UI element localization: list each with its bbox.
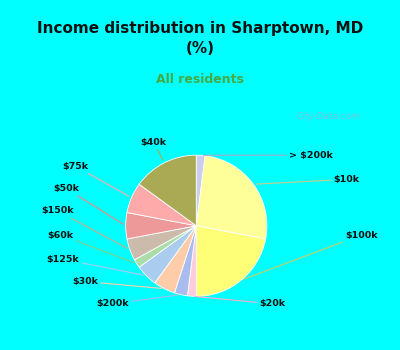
Text: Income distribution in Sharptown, MD
(%): Income distribution in Sharptown, MD (%) (37, 21, 363, 56)
Wedge shape (127, 184, 196, 226)
Text: $75k: $75k (62, 162, 129, 196)
Wedge shape (196, 156, 267, 239)
Wedge shape (126, 212, 196, 239)
Text: $10k: $10k (256, 175, 360, 184)
Text: $100k: $100k (244, 231, 378, 279)
Wedge shape (134, 226, 196, 267)
Text: $150k: $150k (41, 206, 128, 248)
Wedge shape (196, 155, 205, 226)
Text: $60k: $60k (48, 231, 134, 262)
Wedge shape (174, 226, 196, 296)
Text: City-Data.com: City-Data.com (296, 112, 360, 121)
Text: $200k: $200k (97, 295, 178, 308)
Wedge shape (196, 226, 266, 296)
Wedge shape (155, 226, 196, 293)
Text: $30k: $30k (72, 277, 162, 288)
Wedge shape (127, 226, 196, 260)
Text: All residents: All residents (156, 73, 244, 86)
Text: $40k: $40k (140, 138, 167, 160)
Wedge shape (188, 226, 196, 296)
Text: > $200k: > $200k (204, 150, 333, 160)
Wedge shape (139, 155, 196, 226)
Text: $50k: $50k (53, 184, 123, 224)
Text: $125k: $125k (46, 255, 144, 275)
Wedge shape (139, 226, 196, 283)
Text: $20k: $20k (195, 296, 286, 308)
